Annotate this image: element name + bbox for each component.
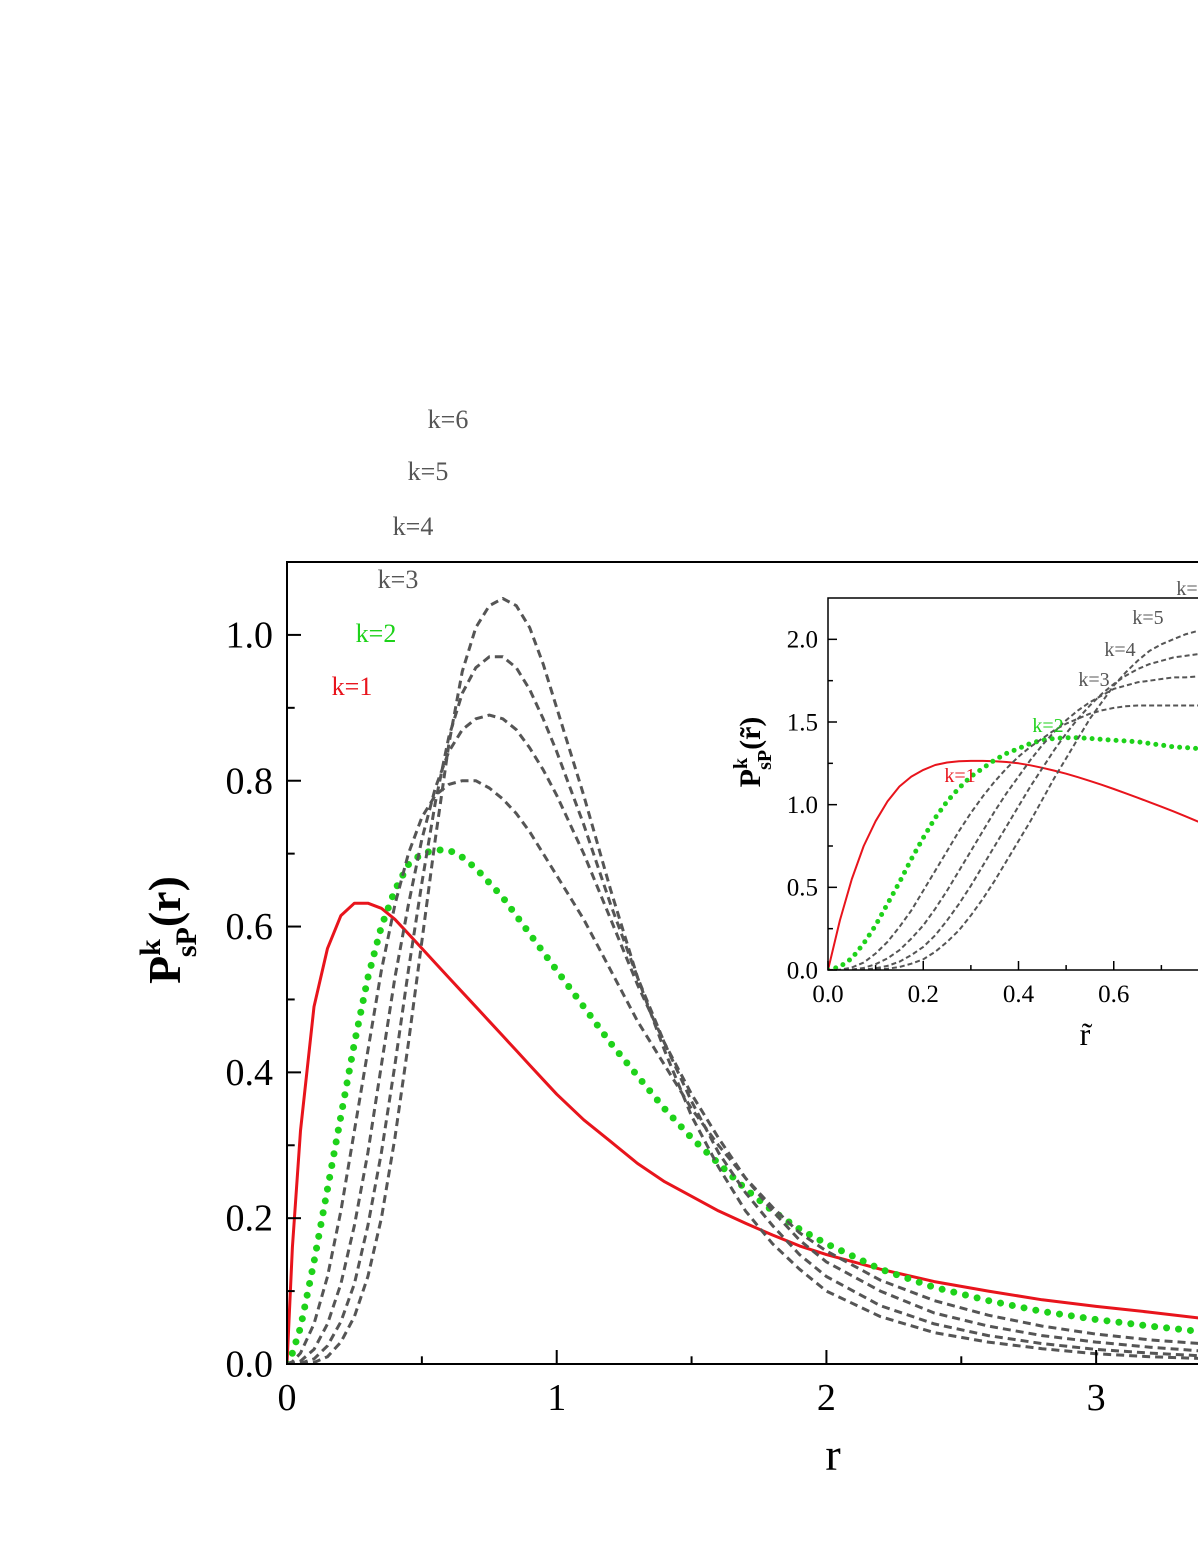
inset-series-k2 <box>828 735 1198 970</box>
inset-series-k1 <box>828 759 1198 970</box>
main-x-tick-label: 3 <box>1087 1377 1106 1419</box>
main-x-axis-label: r <box>825 1429 840 1480</box>
main-series-group <box>287 597 1198 1364</box>
main-axis-ticks: 0 1 2 3 0.0 0.2 0.4 0.6 0.8 1.0 <box>226 561 1106 1419</box>
main-annotation-k6: k=6 <box>428 405 469 434</box>
inset-annotation-k5: k=5 <box>1132 607 1163 629</box>
inset-series-k5 <box>828 653 1198 970</box>
inset-series-k6 <box>828 629 1198 970</box>
inset-axis-ticks: 0.0 0.2 0.4 0.6 0.0 0.5 1.0 1.5 2.0 <box>787 627 1163 1008</box>
inset-y-label-sup: k <box>730 757 752 769</box>
inset-y-tick-label: 1.5 <box>787 709 818 736</box>
main-y-label-sup: k <box>134 939 167 956</box>
main-series-k1 <box>287 901 1198 1364</box>
main-series-k3 <box>287 779 1198 1364</box>
main-annotation-k2: k=2 <box>356 619 397 648</box>
inset-y-tick-label: 0.5 <box>787 875 818 902</box>
main-y-tick-label: 0.6 <box>226 906 274 948</box>
inset-y-tick-label: 0.0 <box>787 957 818 984</box>
inset-plot-frame <box>827 597 1198 971</box>
inset-annotation-k6: k=6 <box>1176 578 1198 600</box>
main-x-tick-label: 0 <box>278 1377 297 1419</box>
main-y-tick-label: 0.8 <box>226 760 274 802</box>
inset-x-axis-label: r̃ <box>1080 1016 1093 1052</box>
main-y-label-arg: (r) <box>139 876 190 927</box>
inset-y-tick-label: 1.0 <box>787 792 818 819</box>
inset-y-label-base: P <box>734 769 767 787</box>
inset-x-tick-label: 0.2 <box>908 981 939 1008</box>
main-chart: 0 1 2 30.00.20.40.60.81.0 r Pk sP(r) k=1 k=2… <box>134 405 1198 1480</box>
inset-y-label-arg: (r̃) <box>734 717 767 750</box>
main-annotation-k5: k=5 <box>408 457 449 486</box>
main-annotation-k4: k=4 <box>393 512 434 541</box>
inset-y-label-sub: sP <box>754 750 776 770</box>
inset-series-group <box>828 629 1198 970</box>
main-y-axis-label: Pk sP(r) <box>134 876 203 984</box>
inset-annotation-k4: k=4 <box>1104 639 1135 661</box>
inset-x-tick-label: 0.6 <box>1098 981 1129 1008</box>
inset-annotation-k3: k=3 <box>1078 669 1109 691</box>
inset-y-axis-label: Pk sP(r̃) <box>730 717 776 788</box>
main-x-tick-label: 2 <box>817 1377 836 1419</box>
inset-x-tick-label: 0.0 <box>812 981 843 1008</box>
inset-y-tick-label: 2.0 <box>787 627 818 654</box>
inset-annotation-k1: k=1 <box>944 765 975 787</box>
main-y-label-base: P <box>139 956 190 984</box>
main-x-tick-label: 1 <box>547 1377 566 1419</box>
main-y-tick-label: 0.0 <box>226 1344 274 1386</box>
inset-series-k4 <box>828 675 1198 970</box>
main-y-label-sub: sP <box>170 927 203 957</box>
main-annotation-k1: k=1 <box>332 672 373 701</box>
inset-x-tick-label: 0.4 <box>1003 981 1035 1008</box>
main-y-tick-label: 1.0 <box>226 614 274 656</box>
inset-series-k3 <box>828 704 1198 970</box>
inset-background <box>828 598 1198 970</box>
main-series-k2 <box>287 846 1198 1364</box>
main-annotation-k3: k=3 <box>378 565 419 594</box>
main-y-tick-label: 0.4 <box>226 1052 274 1094</box>
main-series-k6 <box>287 597 1198 1364</box>
main-y-tick-label: 0.2 <box>226 1198 274 1240</box>
inset-chart: 0.0 0.2 0.4 0.60.00.51.01.52.0 r̃ Pk sP(r̃) … <box>730 578 1198 1052</box>
main-plot-frame <box>286 561 1198 1365</box>
main-series-k5 <box>287 655 1198 1364</box>
main-series-k4 <box>287 713 1198 1364</box>
inset-annotation-k2: k=2 <box>1032 715 1063 737</box>
